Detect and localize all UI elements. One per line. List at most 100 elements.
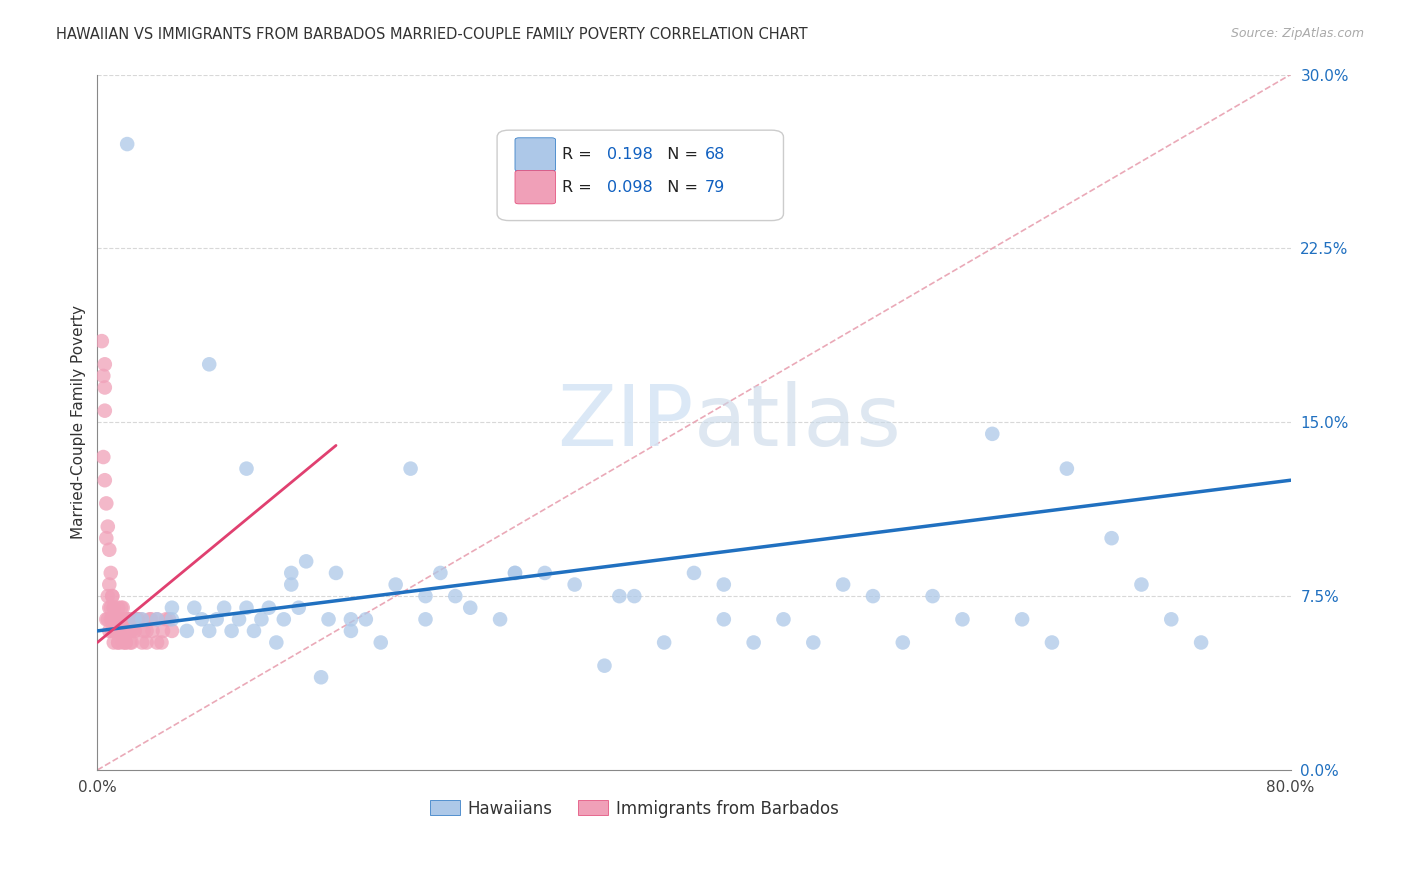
Point (108, 612, 131, 626)
Point (146, 612, 169, 626)
Point (862, 589, 884, 603)
FancyBboxPatch shape (498, 130, 783, 220)
Point (101, 612, 124, 626)
Point (593, 658, 616, 673)
Point (713, 577, 735, 591)
Point (104, 612, 127, 626)
Point (652, 635, 675, 649)
Point (108, 624, 131, 638)
Point (309, 670, 332, 684)
Point (120, 624, 142, 638)
Point (110, 600, 132, 615)
Point (503, 566, 526, 580)
Point (135, 635, 157, 649)
Point (1189, 635, 1212, 649)
FancyBboxPatch shape (515, 137, 555, 171)
Point (198, 624, 221, 638)
Point (96, 612, 118, 626)
Point (1101, 531, 1123, 545)
Point (101, 624, 124, 638)
Point (429, 566, 451, 580)
Point (104, 612, 127, 626)
Legend: Hawaiians, Immigrants from Barbados: Hawaiians, Immigrants from Barbados (423, 793, 846, 824)
Point (129, 612, 152, 626)
Point (415, 612, 437, 626)
Point (121, 635, 143, 649)
Point (266, 635, 288, 649)
Point (111, 600, 134, 615)
Point (98, 542, 121, 557)
Point (108, 612, 131, 626)
Point (146, 612, 169, 626)
Point (318, 612, 340, 626)
Point (114, 635, 136, 649)
Point (295, 554, 318, 568)
Point (124, 624, 146, 638)
Point (623, 589, 645, 603)
Point (98, 600, 121, 615)
Point (981, 426, 1004, 441)
Point (138, 612, 160, 626)
Point (115, 624, 138, 638)
Point (146, 635, 169, 649)
Point (122, 612, 145, 626)
Point (832, 577, 855, 591)
Point (115, 137, 138, 152)
Text: N =: N = (657, 179, 703, 194)
Text: atlas: atlas (695, 381, 903, 464)
Point (118, 612, 141, 626)
Point (97, 589, 120, 603)
Point (891, 635, 914, 649)
Point (683, 566, 706, 580)
Point (107, 635, 129, 649)
Point (287, 600, 309, 615)
Point (110, 624, 132, 638)
Point (100, 612, 122, 626)
Point (713, 612, 735, 626)
Text: 0.098: 0.098 (607, 179, 652, 194)
Point (489, 612, 512, 626)
Point (107, 600, 129, 615)
Text: HAWAIIAN VS IMMIGRANTS FROM BARBADOS MARRIED-COUPLE FAMILY POVERTY CORRELATION C: HAWAIIAN VS IMMIGRANTS FROM BARBADOS MAR… (56, 27, 808, 42)
Point (183, 600, 205, 615)
Point (340, 624, 363, 638)
Point (399, 461, 422, 475)
Point (503, 566, 526, 580)
Point (127, 612, 149, 626)
Point (157, 612, 180, 626)
Point (742, 635, 765, 649)
Point (212, 600, 235, 615)
Point (131, 612, 153, 626)
Point (131, 635, 153, 649)
Point (340, 612, 363, 626)
Point (444, 589, 467, 603)
Text: 68: 68 (704, 147, 725, 162)
Point (1011, 612, 1033, 626)
Text: Source: ZipAtlas.com: Source: ZipAtlas.com (1230, 27, 1364, 40)
Point (325, 566, 347, 580)
Point (250, 612, 273, 626)
Point (1056, 461, 1078, 475)
Point (96, 496, 118, 510)
Point (122, 612, 145, 626)
Point (100, 566, 122, 580)
Point (160, 600, 183, 615)
Point (111, 635, 134, 649)
Point (1160, 612, 1182, 626)
Point (280, 566, 302, 580)
Point (952, 612, 974, 626)
Point (105, 612, 128, 626)
Point (772, 612, 794, 626)
Text: R =: R = (561, 179, 596, 194)
Point (354, 612, 377, 626)
Text: 79: 79 (704, 179, 725, 194)
Point (1130, 577, 1153, 591)
Point (176, 624, 198, 638)
Point (98, 624, 121, 638)
Point (205, 612, 228, 626)
Point (458, 600, 481, 615)
Text: N =: N = (657, 147, 703, 162)
Point (94, 380, 117, 394)
Point (121, 624, 143, 638)
Point (221, 624, 243, 638)
